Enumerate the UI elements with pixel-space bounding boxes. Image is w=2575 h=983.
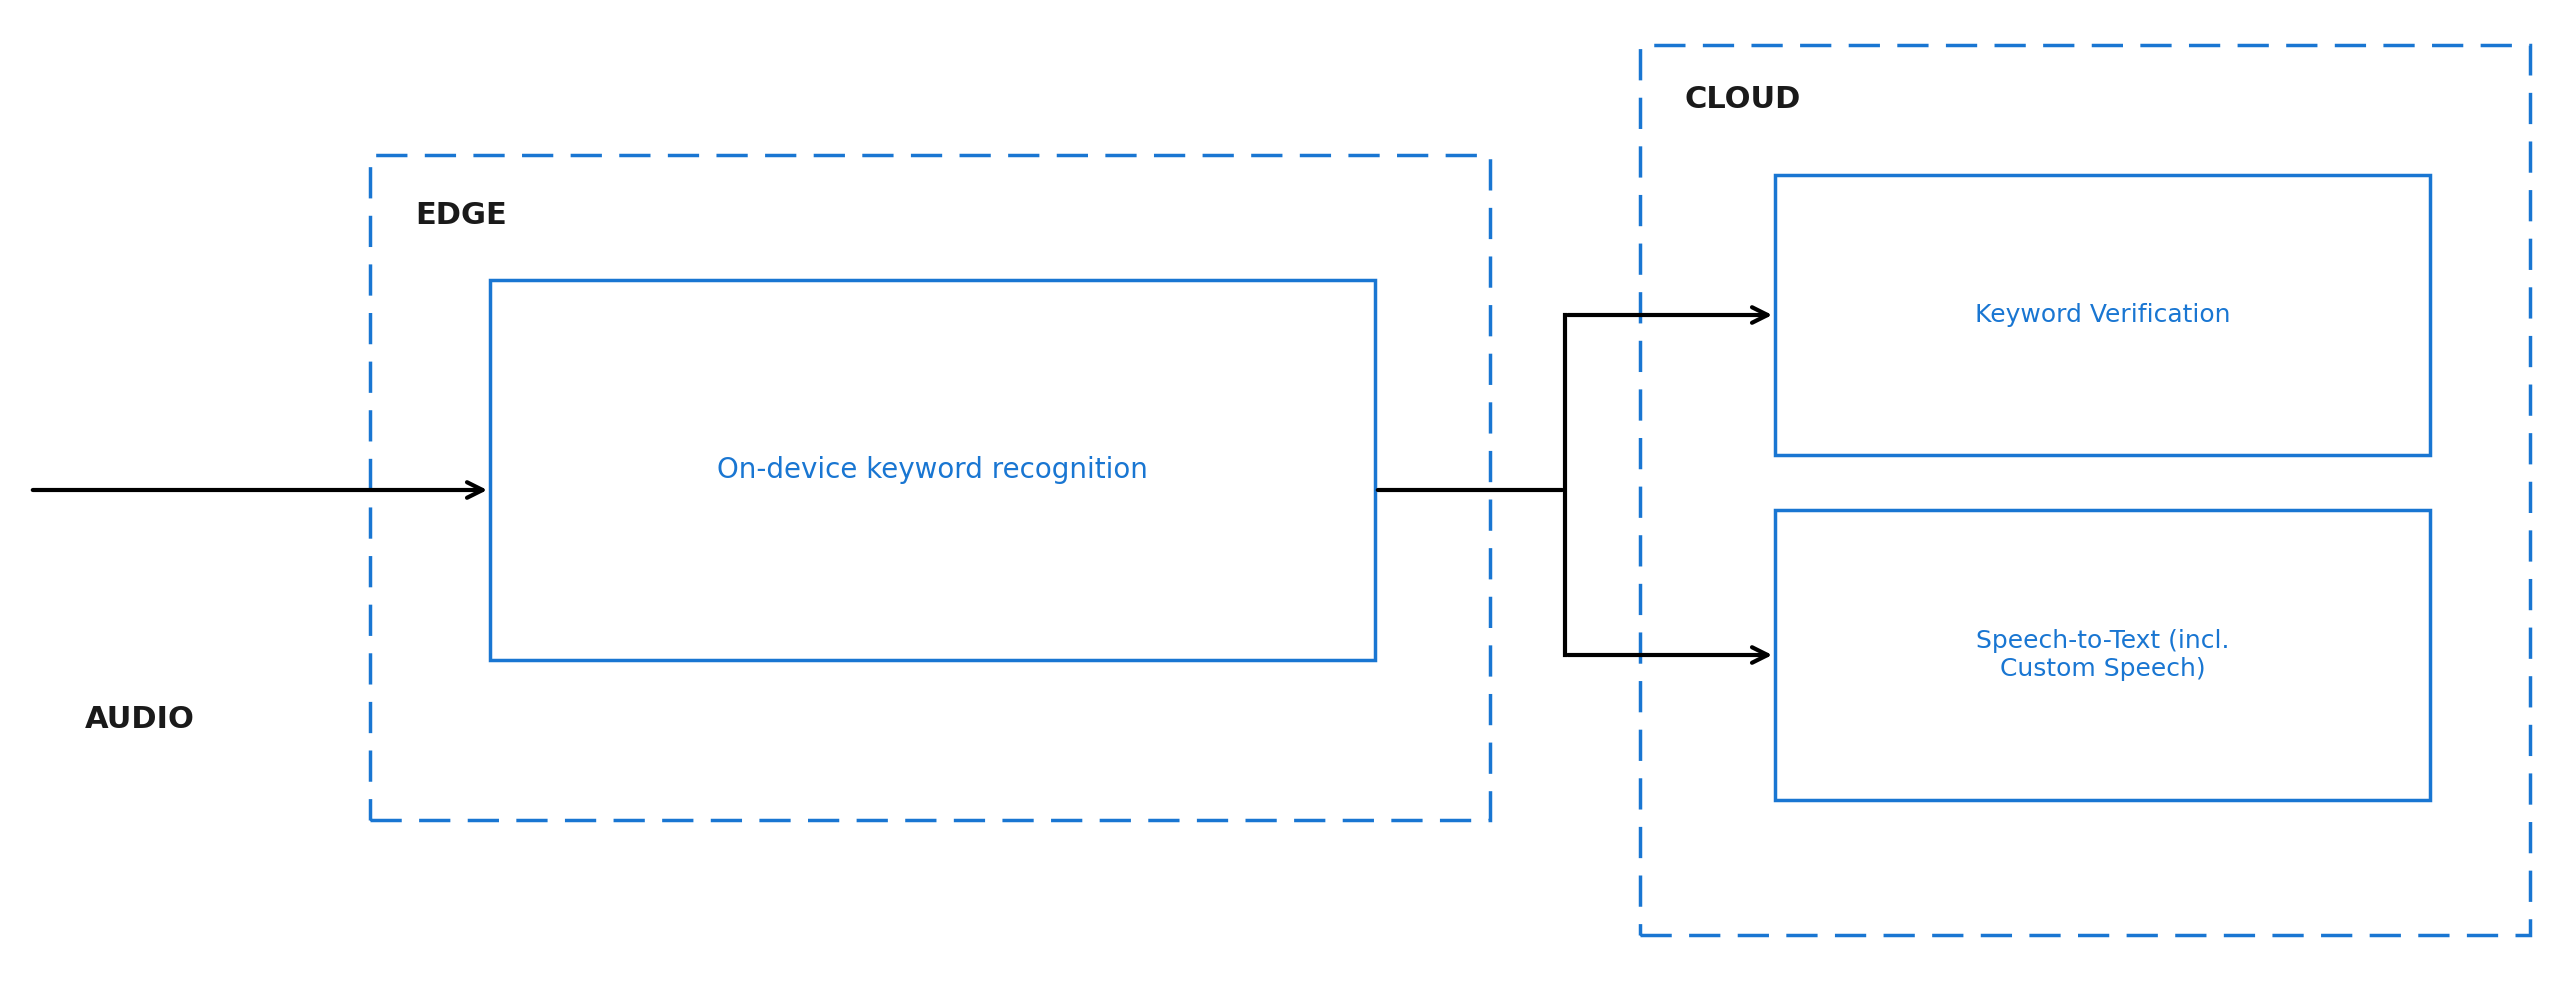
Bar — [371, 155, 1491, 820]
Text: EDGE: EDGE — [415, 201, 507, 229]
Text: On-device keyword recognition: On-device keyword recognition — [716, 456, 1148, 484]
Text: Keyword Verification: Keyword Verification — [1975, 303, 2230, 327]
Text: Speech-to-Text (incl.
Custom Speech): Speech-to-Text (incl. Custom Speech) — [1975, 629, 2230, 681]
Bar — [1774, 175, 2431, 455]
Bar — [1640, 45, 2531, 935]
Text: AUDIO: AUDIO — [85, 706, 196, 734]
Bar — [489, 280, 1375, 660]
Text: CLOUD: CLOUD — [1684, 86, 1802, 114]
Bar — [1774, 510, 2431, 800]
